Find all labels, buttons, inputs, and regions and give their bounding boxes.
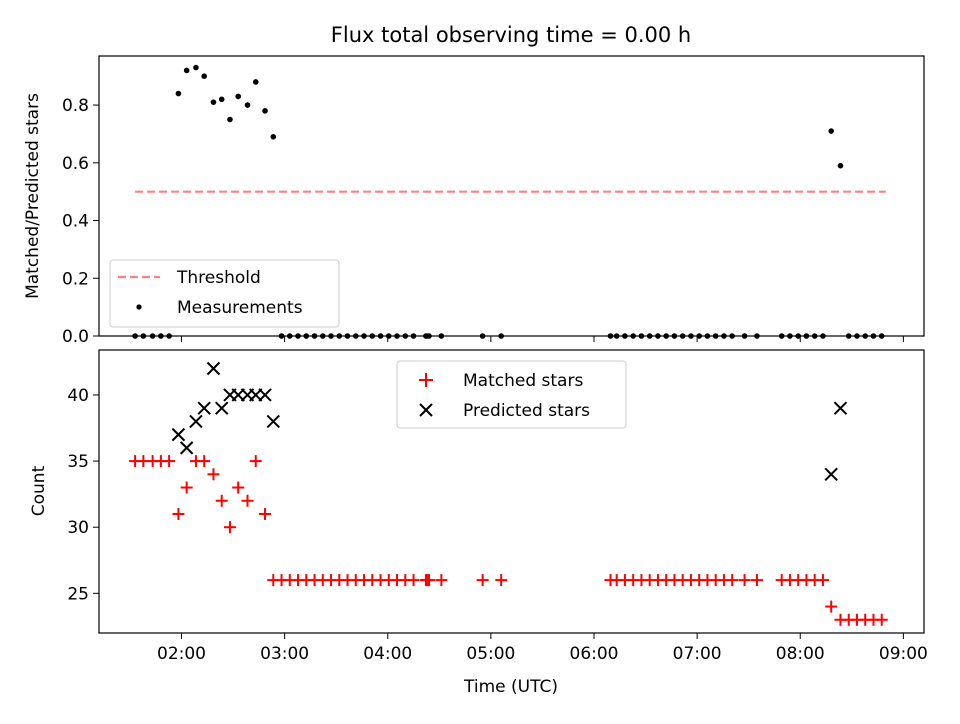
top-y-tick-label: 0.6	[62, 154, 89, 174]
predicted-star-point	[258, 388, 272, 402]
predicted-star-point	[171, 427, 186, 442]
legend-measurements-label: Measurements	[177, 298, 303, 318]
bottom-axes-frame	[98, 349, 925, 634]
predicted-star-point	[215, 401, 229, 415]
measurement-point	[227, 116, 233, 123]
bottom-y-axis-label: Count	[29, 465, 49, 516]
legend-matched-label: Matched stars	[463, 371, 583, 391]
matched-star-point	[207, 468, 220, 481]
measurement-point	[201, 73, 207, 80]
bottom-y-ticks: 25 30 35 40	[67, 386, 99, 604]
matched-star-point	[241, 494, 254, 507]
matched-star-point	[726, 574, 739, 587]
measurement-point	[218, 96, 225, 103]
measurement-point	[828, 128, 834, 134]
bottom-x-tick-label: 05:00	[466, 644, 515, 664]
top-x-ticks	[181, 336, 904, 342]
bottom-x-tick-label: 04:00	[363, 644, 412, 664]
matched-star-point	[232, 481, 245, 494]
matched-star-point	[816, 574, 829, 587]
bottom-x-tick-label: 03:00	[260, 644, 309, 664]
top-y-axis-label: Matched/Predicted stars	[23, 93, 43, 299]
matched-star-point	[215, 494, 228, 507]
matched-star-point	[198, 455, 211, 468]
matched-star-point	[249, 455, 262, 468]
measurement-point	[837, 162, 844, 169]
bottom-y-tick-label: 25	[67, 584, 89, 604]
bottom-x-ticks: 02:00 03:00 04:00 05:00 06:00 07:00 08:00 09:00	[157, 633, 928, 664]
predicted-star-point	[197, 401, 211, 415]
matched-star-point	[423, 574, 435, 587]
top-legend: Threshold Measurements	[109, 259, 340, 328]
measurement-point	[175, 90, 182, 97]
matched-star-point	[172, 507, 185, 520]
top-axes-frame	[98, 55, 925, 337]
bottom-x-tick-label: 08:00	[776, 644, 825, 664]
bottom-marks	[129, 361, 888, 626]
measurement-point	[235, 93, 242, 100]
matched-star-point	[223, 521, 236, 534]
legend-predicted-label: Predicted stars	[463, 401, 590, 421]
top-legend-box	[109, 259, 340, 328]
bottom-legend: Matched stars Predicted stars	[396, 360, 627, 429]
measurement-point	[262, 108, 268, 114]
predicted-star-point	[266, 414, 280, 429]
matched-star-point	[476, 574, 489, 587]
legend-predicted-swatch	[419, 403, 433, 417]
predicted-star-point	[206, 361, 221, 376]
bottom-legend-box	[396, 360, 627, 429]
measurement-point	[183, 67, 190, 74]
matched-star-point	[435, 574, 448, 587]
chart-title: Flux total observing time = 0.00 h	[331, 23, 691, 47]
bottom-y-tick-label: 30	[67, 518, 89, 538]
matched-star-point	[875, 613, 888, 626]
top-panel: 0.00.20.40.60.8 Matched/Predicted stars …	[23, 55, 925, 347]
measurement-point	[210, 99, 217, 105]
bottom-y-tick-label: 35	[67, 452, 89, 472]
matched-star-point	[180, 481, 193, 494]
legend-matched-swatch	[419, 373, 433, 387]
bottom-y-tick-label: 40	[67, 386, 89, 406]
matched-star-point	[825, 600, 838, 613]
matched-star-point	[495, 574, 508, 587]
measurement-point	[270, 134, 277, 140]
measurement-point	[193, 64, 199, 71]
bottom-x-tick-label: 07:00	[673, 644, 722, 664]
matched-star-point	[738, 574, 751, 587]
predicted-star-point	[824, 467, 838, 482]
top-y-tick-label: 0.8	[62, 96, 89, 116]
top-y-tick-label: 0.0	[62, 327, 89, 347]
measurement-point	[244, 102, 251, 108]
matched-star-point	[750, 574, 763, 587]
bottom-x-tick-label: 02:00	[157, 644, 206, 664]
top-y-ticks: 0.0 0.2 0.4 0.6 0.8	[62, 96, 99, 347]
top-y-tick-label: 0.4	[62, 212, 89, 232]
bottom-x-tick-label: 06:00	[570, 644, 619, 664]
predicted-star-point	[179, 441, 194, 455]
matched-star-point	[259, 507, 272, 520]
predicted-star-point	[833, 401, 848, 415]
predicted-star-point	[189, 414, 203, 429]
bottom-x-tick-label: 09:00	[879, 644, 928, 664]
x-axis-label: Time (UTC)	[463, 677, 558, 697]
top-y-tick-label: 0.2	[62, 269, 89, 289]
legend-measurements-swatch	[136, 304, 142, 310]
matched-star-point	[407, 574, 420, 587]
legend-threshold-label: Threshold	[176, 268, 261, 288]
matched-star-point	[163, 455, 176, 468]
measurement-point	[252, 79, 259, 85]
